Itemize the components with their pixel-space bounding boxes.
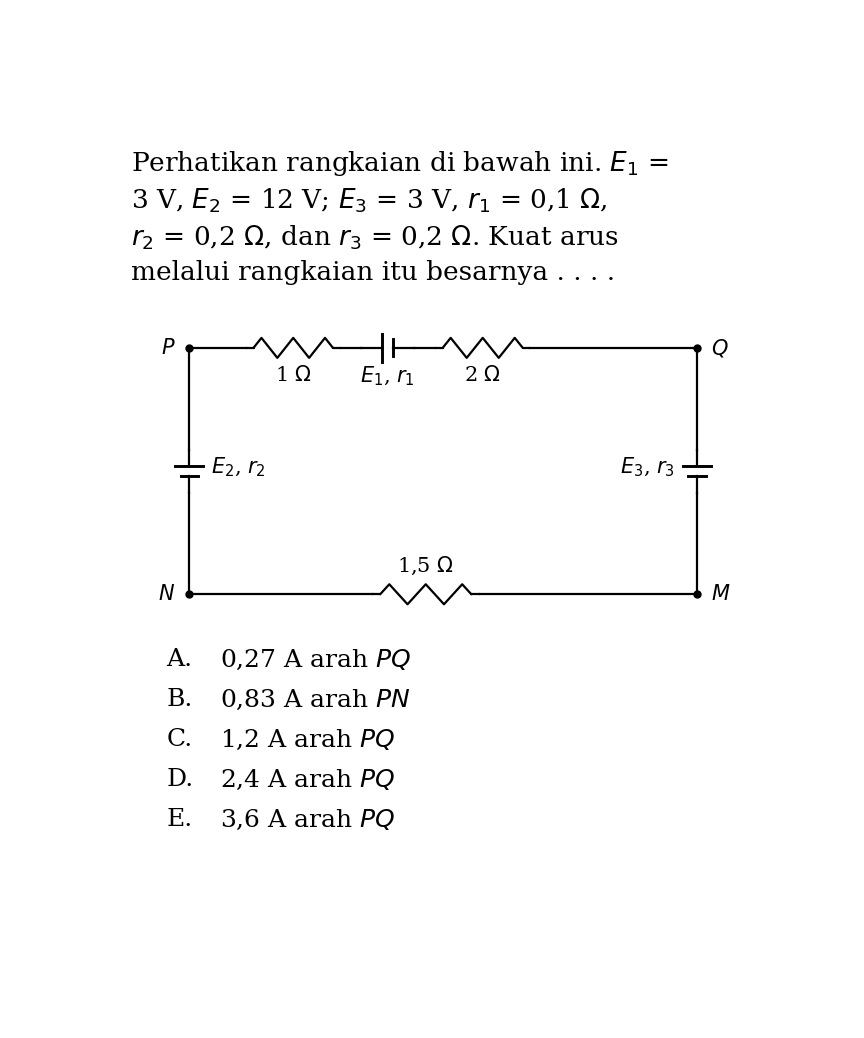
Text: A.: A. [166, 648, 193, 672]
Text: $E_2$, $r_2$: $E_2$, $r_2$ [211, 456, 266, 479]
Text: $P$: $P$ [161, 337, 175, 358]
Text: 0,27 A arah $PQ$: 0,27 A arah $PQ$ [220, 648, 411, 673]
Text: B.: B. [166, 688, 193, 711]
Text: $M$: $M$ [711, 584, 730, 604]
Text: 0,83 A arah $PN$: 0,83 A arah $PN$ [220, 688, 411, 712]
Text: $E_3$, $r_3$: $E_3$, $r_3$ [620, 456, 676, 479]
Text: E.: E. [166, 809, 193, 831]
Text: 1 $\Omega$: 1 $\Omega$ [275, 364, 312, 385]
Text: melalui rangkaian itu besarnya . . . .: melalui rangkaian itu besarnya . . . . [131, 261, 615, 285]
Text: 2,4 A arah $PQ$: 2,4 A arah $PQ$ [220, 768, 396, 792]
Text: 1,2 A arah $PQ$: 1,2 A arah $PQ$ [220, 729, 396, 753]
Text: $N$: $N$ [158, 584, 175, 604]
Text: D.: D. [166, 768, 194, 791]
Text: $Q$: $Q$ [711, 337, 728, 359]
Text: 1,5 $\Omega$: 1,5 $\Omega$ [397, 555, 454, 577]
Text: 3 V, $E_2$ = 12 V; $E_3$ = 3 V, $r_1$ = 0,1 $\Omega$,: 3 V, $E_2$ = 12 V; $E_3$ = 3 V, $r_1$ = … [131, 186, 608, 215]
Text: $E_1$, $r_1$: $E_1$, $r_1$ [360, 364, 416, 388]
Text: 3,6 A arah $PQ$: 3,6 A arah $PQ$ [220, 809, 396, 832]
Text: 2 $\Omega$: 2 $\Omega$ [464, 364, 501, 385]
Text: $r_2$ = 0,2 $\Omega$, dan $r_3$ = 0,2 $\Omega$. Kuat arus: $r_2$ = 0,2 $\Omega$, dan $r_3$ = 0,2 $\… [131, 223, 619, 251]
Text: C.: C. [166, 729, 193, 752]
Text: Perhatikan rangkaian di bawah ini. $E_1$ =: Perhatikan rangkaian di bawah ini. $E_1$… [131, 149, 669, 179]
